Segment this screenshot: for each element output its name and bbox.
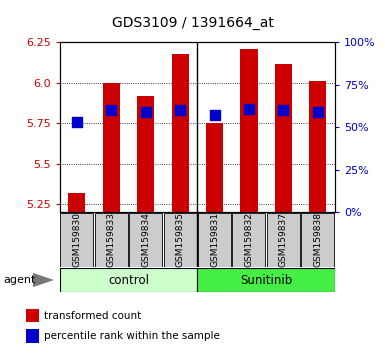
Bar (60, 213, 94, 267)
Bar (309, 81, 326, 212)
Bar (103, 83, 120, 212)
Bar (206, 124, 223, 212)
Bar (233, 213, 265, 267)
Bar (164, 213, 197, 267)
Bar (26, 309, 39, 322)
Point (108, 108, 114, 113)
Bar (275, 63, 292, 212)
Bar (95, 213, 128, 267)
Text: GSM159833: GSM159833 (107, 212, 116, 267)
Bar (197, 268, 335, 292)
Bar (137, 96, 154, 212)
Point (177, 108, 183, 113)
Bar (60, 268, 197, 292)
Point (211, 113, 218, 118)
Text: percentile rank within the sample: percentile rank within the sample (44, 331, 220, 341)
Point (315, 109, 321, 115)
Text: GSM159830: GSM159830 (72, 212, 81, 267)
Bar (267, 213, 300, 267)
Point (142, 109, 149, 115)
Text: GSM159834: GSM159834 (141, 212, 150, 267)
Point (74, 119, 80, 125)
Text: agent: agent (4, 275, 36, 285)
Bar (240, 49, 258, 212)
Bar (198, 213, 231, 267)
Text: transformed count: transformed count (44, 311, 141, 321)
Point (280, 108, 286, 113)
Bar (171, 54, 189, 212)
Text: GDS3109 / 1391664_at: GDS3109 / 1391664_at (112, 16, 273, 30)
Text: GSM159831: GSM159831 (210, 212, 219, 267)
Polygon shape (33, 273, 54, 287)
Bar (68, 193, 85, 212)
Text: GSM159835: GSM159835 (176, 212, 185, 267)
Text: GSM159832: GSM159832 (244, 212, 253, 267)
Text: GSM159837: GSM159837 (279, 212, 288, 267)
Point (246, 106, 252, 112)
Text: Sunitinib: Sunitinib (240, 274, 292, 286)
Bar (129, 213, 162, 267)
Bar (26, 329, 39, 343)
Bar (301, 213, 334, 267)
Text: control: control (108, 274, 149, 286)
Text: GSM159838: GSM159838 (313, 212, 322, 267)
